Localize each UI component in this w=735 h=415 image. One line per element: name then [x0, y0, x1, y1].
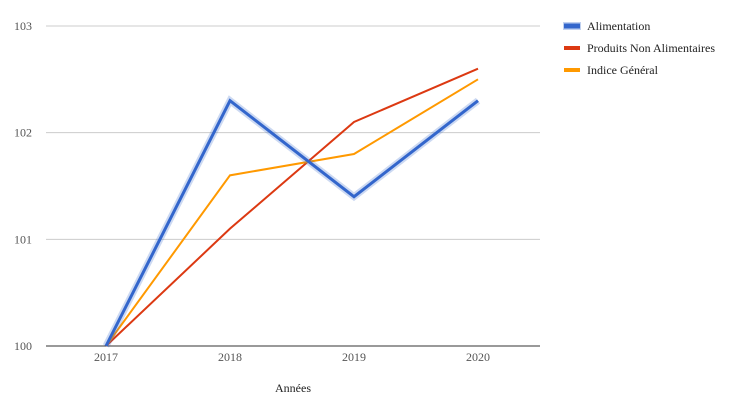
series-indice-g-n-ral[interactable]: [105, 78, 479, 347]
y-tick-label-103: 103: [14, 19, 32, 33]
legend-label-produits-non-alimentaires: Produits Non Alimentaires: [587, 41, 715, 55]
x-tick-label-2020: 2020: [466, 350, 490, 364]
x-tick-label-2018: 2018: [218, 350, 242, 364]
series-line-alimentation[interactable]: [104, 98, 479, 347]
legend-swatch-indice-g-n-ral: [564, 68, 580, 72]
legend-label-alimentation: Alimentation: [587, 19, 650, 33]
x-axis-ticks: 2017 2018 2019 2020: [94, 350, 490, 364]
series-highlight-alimentation: [102, 95, 481, 348]
series-line-produits-non-alimentaires[interactable]: [105, 67, 479, 347]
legend-swatch-alimentation: [564, 23, 580, 29]
x-axis-title: Années: [275, 381, 311, 395]
series-lines: [102, 67, 481, 348]
series-line-indice-g-n-ral[interactable]: [105, 78, 479, 347]
y-tick-label-101: 101: [14, 232, 32, 246]
series-produits-non-alimentaires[interactable]: [105, 67, 479, 347]
y-tick-label-100: 100: [14, 339, 32, 353]
series-alimentation[interactable]: [102, 95, 481, 348]
legend[interactable]: Alimentation Produits Non Alimentaires Ind…: [563, 19, 715, 77]
legend-item-indice-g-n-ral[interactable]: Indice Général: [564, 63, 659, 77]
y-tick-label-102: 102: [14, 126, 32, 140]
gridlines: [46, 25, 540, 347]
legend-item-produits-non-alimentaires[interactable]: Produits Non Alimentaires: [564, 41, 715, 55]
y-axis-ticks: 100 101 102 103: [14, 19, 32, 353]
legend-label-indice-g-n-ral: Indice Général: [587, 63, 659, 77]
x-tick-label-2017: 2017: [94, 350, 118, 364]
legend-item-alimentation[interactable]: Alimentation: [563, 19, 650, 33]
x-tick-label-2019: 2019: [342, 350, 366, 364]
legend-swatch-produits-non-alimentaires: [564, 46, 580, 50]
